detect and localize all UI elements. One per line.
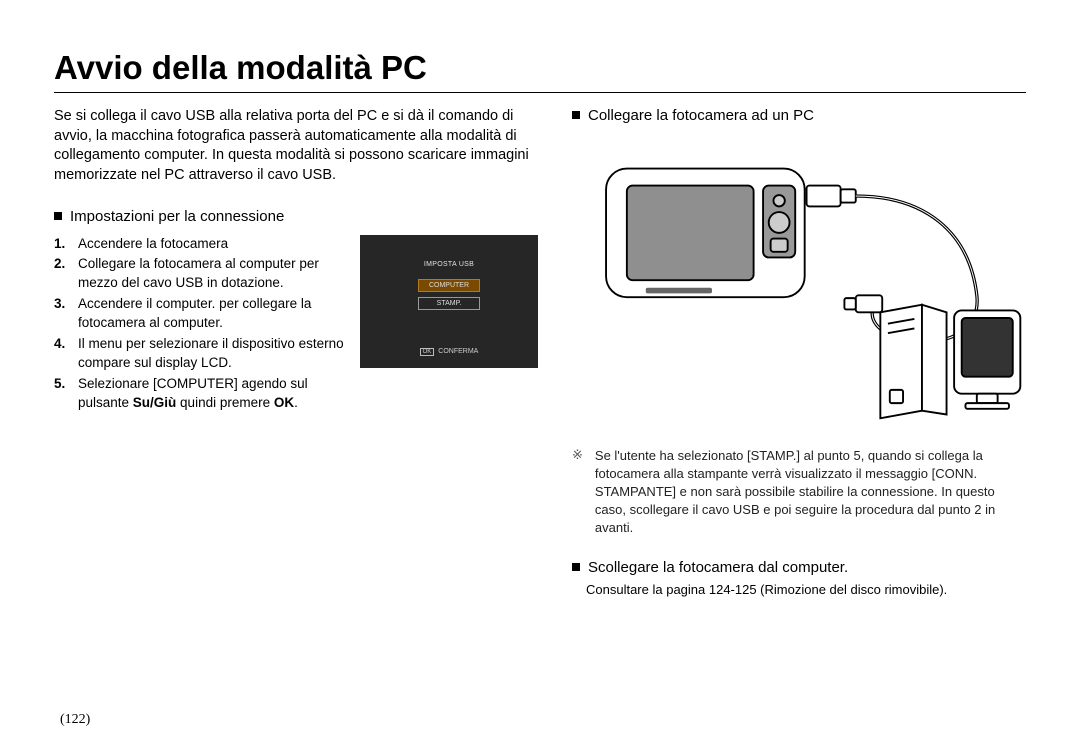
step-text: Accendere la fotocamera: [78, 236, 228, 251]
disconnect-camera-label: Scollegare la fotocamera dal computer.: [588, 559, 848, 576]
step-number: 1.: [54, 235, 65, 254]
bullet-square-icon: [572, 563, 580, 571]
page-number: 122: [60, 712, 90, 728]
camera-lcd-illustration: IMPOSTA USB COMPUTER STAMP. OKCONFERMA: [360, 235, 538, 368]
step-text: Collegare la fotocamera al computer per …: [78, 256, 319, 290]
lcd-option-stamp: STAMP.: [418, 297, 480, 310]
note-row: ※ Se l'utente ha selezionato [STAMP.] al…: [572, 447, 1026, 537]
step-4: 4.Il menu per selezionare il dispositivo…: [74, 335, 346, 373]
step-text-c: quindi premere: [176, 395, 274, 410]
steps-and-lcd: 1.Accendere la fotocamera 2.Collegare la…: [54, 235, 538, 415]
step-text-d: OK: [274, 395, 294, 410]
steps-list: 1.Accendere la fotocamera 2.Collegare la…: [54, 235, 346, 415]
bullet-square-icon: [54, 212, 62, 220]
camera-to-pc-illustration: [572, 138, 1026, 428]
step-text: Accendere il computer. per collegare la …: [78, 296, 311, 330]
step-number: 5.: [54, 375, 65, 394]
step-number: 2.: [54, 255, 65, 274]
step-1: 1.Accendere la fotocamera: [74, 235, 346, 254]
step-text-e: .: [294, 395, 298, 410]
right-column: Collegare la fotocamera ad un PC: [572, 107, 1026, 597]
connection-settings-label: Impostazioni per la connessione: [70, 208, 284, 225]
columns: Se si collega il cavo USB alla relativa …: [54, 107, 1026, 597]
lcd-footer: OKCONFERMA: [360, 348, 538, 356]
step-2: 2.Collegare la fotocamera al computer pe…: [74, 255, 346, 293]
connect-camera-pc-heading: Collegare la fotocamera ad un PC: [572, 107, 1026, 124]
lcd-ok-label: OK: [420, 348, 435, 356]
lcd-option-computer: COMPUTER: [418, 279, 480, 292]
note-marker: ※: [572, 447, 583, 537]
page-reference: Consultare la pagina 124-125 (Rimozione …: [586, 582, 1026, 597]
step-5: 5.Selezionare [COMPUTER] agendo sul puls…: [74, 375, 346, 413]
note-text: Se l'utente ha selezionato [STAMP.] al p…: [595, 447, 1026, 537]
lcd-menu-title: IMPOSTA USB: [360, 261, 538, 268]
connect-camera-pc-label: Collegare la fotocamera ad un PC: [588, 107, 814, 124]
lcd-confirm-label: CONFERMA: [438, 348, 478, 355]
step-3: 3.Accendere il computer. per collegare l…: [74, 295, 346, 333]
bullet-square-icon: [572, 111, 580, 119]
left-column: Se si collega il cavo USB alla relativa …: [54, 107, 538, 597]
intro-paragraph: Se si collega il cavo USB alla relativa …: [54, 107, 538, 185]
page-title: Avvio della modalità PC: [54, 50, 1026, 86]
step-text-b: Su/Giù: [133, 395, 177, 410]
disconnect-camera-heading: Scollegare la fotocamera dal computer.: [572, 559, 1026, 576]
step-number: 3.: [54, 295, 65, 314]
connection-settings-heading: Impostazioni per la connessione: [54, 208, 538, 225]
title-rule: [54, 92, 1026, 93]
step-number: 4.: [54, 335, 65, 354]
step-text: Il menu per selezionare il dispositivo e…: [78, 336, 344, 370]
